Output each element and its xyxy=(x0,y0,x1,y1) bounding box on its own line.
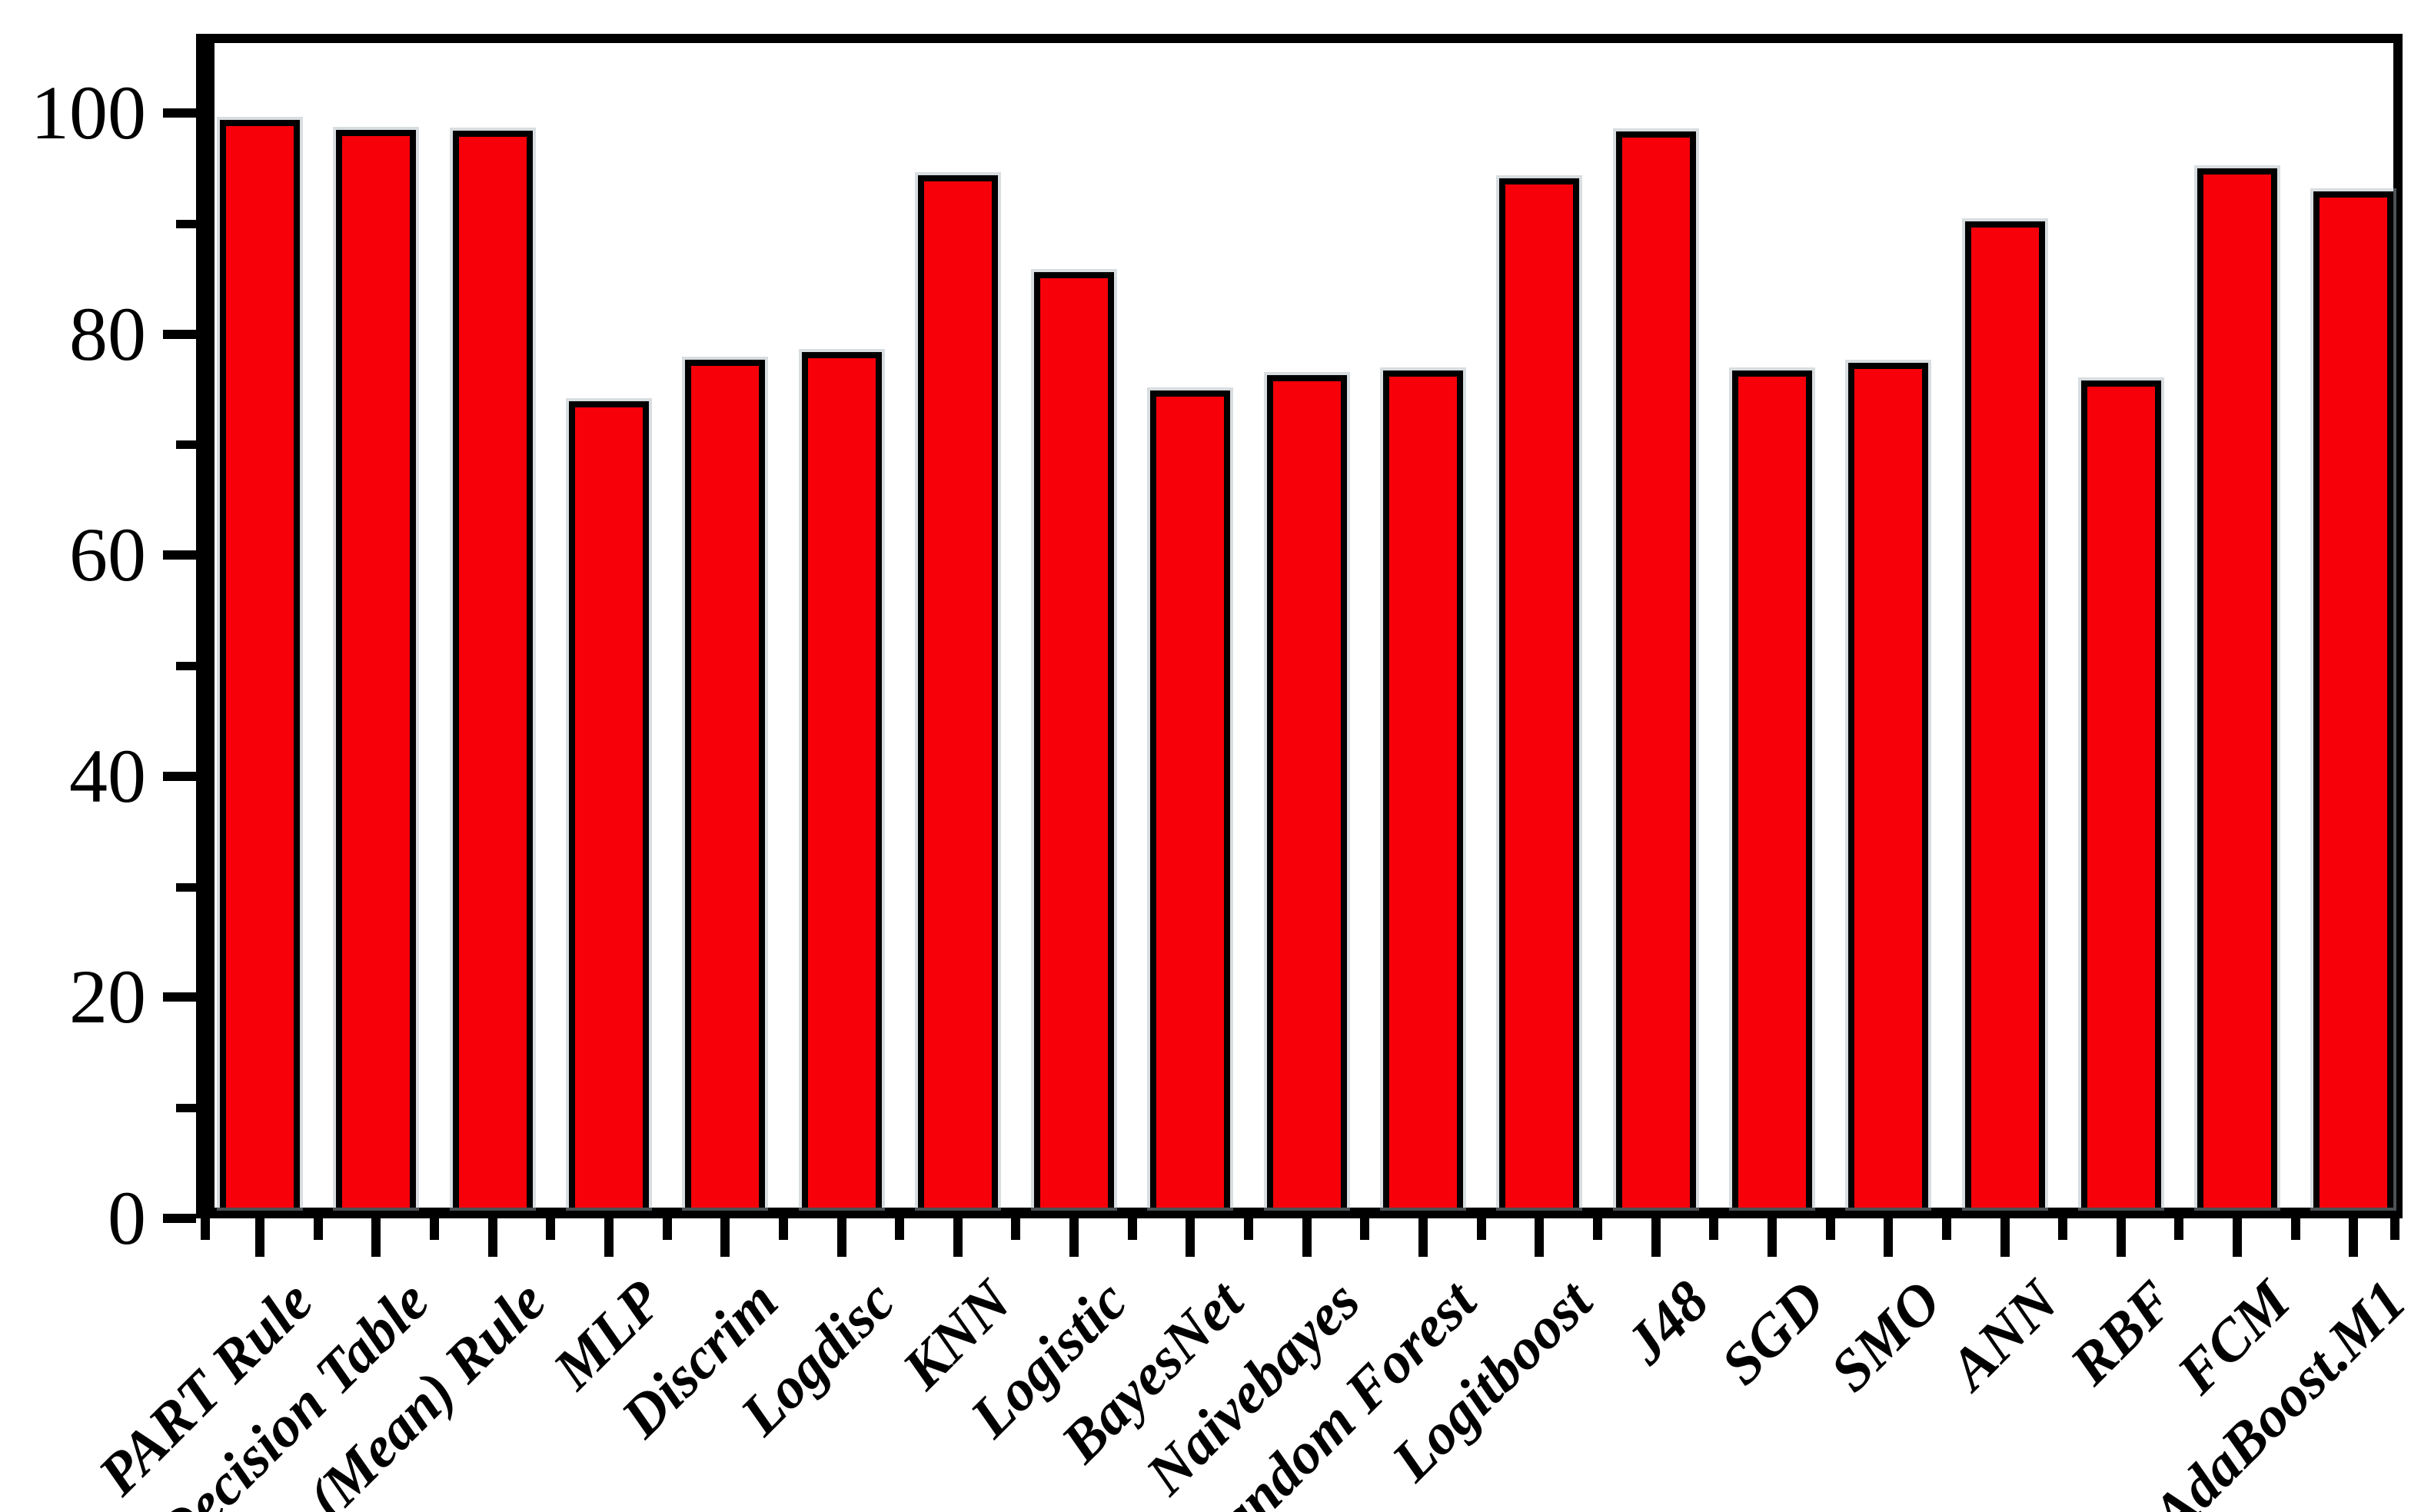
bar-discrim xyxy=(682,357,768,1211)
y-major-tick-100 xyxy=(163,108,196,118)
y-tick-label-60: 60 xyxy=(69,512,146,597)
x-major-tick-logdisc xyxy=(837,1218,846,1257)
x-minor-tick xyxy=(1942,1218,1951,1240)
x-major-tick-knn xyxy=(953,1218,963,1257)
y-major-tick-40 xyxy=(163,772,196,781)
x-major-tick-mlp xyxy=(604,1218,614,1257)
x-minor-tick xyxy=(1011,1218,1020,1240)
x-major-tick-rbf xyxy=(2117,1218,2126,1257)
x-major-tick-decision-table xyxy=(371,1218,381,1257)
bar-logitboost xyxy=(1496,175,1582,1211)
y-tick-label-80: 80 xyxy=(69,291,146,377)
bar-ann xyxy=(1962,218,2048,1211)
x-minor-tick xyxy=(663,1218,672,1240)
x-minor-tick xyxy=(895,1218,904,1240)
x-minor-tick xyxy=(1128,1218,1137,1240)
y-minor-tick-10 xyxy=(176,1104,196,1112)
y-tick-label-0: 0 xyxy=(108,1175,146,1261)
bar-random-forest xyxy=(1380,367,1466,1211)
x-major-tick-logistic xyxy=(1069,1218,1079,1257)
x-minor-tick xyxy=(1360,1218,1369,1240)
x-minor-tick xyxy=(2174,1218,2183,1240)
x-minor-tick xyxy=(2390,1218,2399,1240)
bar-knn xyxy=(915,172,1001,1211)
bar-j48 xyxy=(1613,128,1699,1211)
y-tick-label-40: 40 xyxy=(69,733,146,819)
y-minor-tick-30 xyxy=(176,883,196,892)
x-minor-tick xyxy=(2058,1218,2067,1240)
x-major-tick-part-rule xyxy=(255,1218,264,1257)
bar-mlp xyxy=(566,398,652,1211)
bar-part-rule xyxy=(217,117,303,1211)
bar-smo xyxy=(1845,360,1931,1211)
x-minor-tick xyxy=(314,1218,323,1240)
x-major-tick-j48 xyxy=(1651,1218,1661,1257)
bar-decision-table xyxy=(333,127,419,1211)
x-minor-tick xyxy=(546,1218,555,1240)
x-minor-tick xyxy=(1477,1218,1486,1240)
plot-area: 0 20 40 60 80 100 PART Rule Decision Table (Mea… xyxy=(31,34,2419,1512)
x-minor-tick xyxy=(1709,1218,1718,1240)
x-major-tick-random-forest xyxy=(1418,1218,1428,1257)
x-major-tick-ann xyxy=(2000,1218,2010,1257)
bar-adaboost-m1 xyxy=(2310,188,2396,1211)
y-major-tick-0 xyxy=(163,1214,196,1223)
y-minor-tick-70 xyxy=(176,440,196,449)
x-major-tick-logitboost xyxy=(1535,1218,1544,1257)
x-minor-tick xyxy=(1593,1218,1602,1240)
x-major-tick-mean-rule xyxy=(488,1218,497,1257)
x-major-tick-sgd xyxy=(1768,1218,1777,1257)
x-minor-tick xyxy=(779,1218,788,1240)
x-major-tick-fcm xyxy=(2233,1218,2242,1257)
bar-logdisc xyxy=(799,349,885,1211)
bar-rbf xyxy=(2078,377,2164,1211)
y-minor-tick-90 xyxy=(176,220,196,228)
bar-bayesnet xyxy=(1147,387,1233,1211)
x-minor-tick xyxy=(1244,1218,1253,1240)
y-major-tick-20 xyxy=(163,992,196,1002)
x-major-tick-adaboost-m1 xyxy=(2349,1218,2358,1257)
y-major-tick-80 xyxy=(163,330,196,339)
x-major-tick-naivebayes xyxy=(1302,1218,1312,1257)
y-tick-label-100: 100 xyxy=(31,70,146,155)
x-minor-tick xyxy=(1826,1218,1835,1240)
bar-fcm xyxy=(2194,165,2280,1211)
x-minor-tick xyxy=(430,1218,439,1240)
y-minor-tick-50 xyxy=(176,662,196,670)
bar-mean-rule xyxy=(450,128,536,1211)
y-major-tick-60 xyxy=(163,550,196,560)
bar-sgd xyxy=(1729,367,1815,1211)
y-tick-label-20: 20 xyxy=(69,954,146,1039)
bar-naivebayes xyxy=(1264,372,1350,1211)
x-major-tick-bayesnet xyxy=(1186,1218,1195,1257)
x-major-tick-smo xyxy=(1884,1218,1893,1257)
bar-logistic xyxy=(1031,269,1117,1211)
x-major-tick-discrim xyxy=(720,1218,730,1257)
x-minor-tick xyxy=(2291,1218,2300,1240)
x-minor-tick xyxy=(201,1218,210,1240)
